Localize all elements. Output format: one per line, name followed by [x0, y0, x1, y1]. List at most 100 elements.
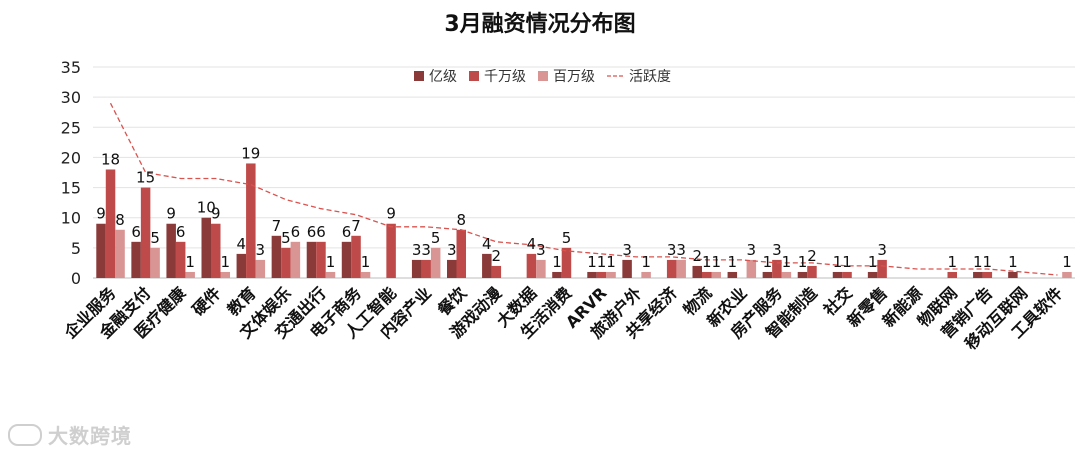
legend-label: 亿级 — [429, 69, 457, 85]
data-label: 9 — [386, 205, 396, 223]
data-label: 9 — [96, 205, 106, 223]
bar — [807, 265, 817, 278]
legend-swatch — [538, 71, 548, 81]
watermark: 大数跨境 — [8, 420, 132, 449]
bar — [411, 259, 422, 278]
bar — [561, 247, 572, 278]
data-label: 19 — [241, 144, 260, 162]
bar — [255, 259, 266, 278]
data-label: 6 — [316, 223, 326, 241]
data-label: 1 — [798, 253, 808, 271]
legend-label: 百万级 — [553, 69, 595, 85]
bar — [641, 271, 651, 278]
bar — [341, 241, 352, 278]
data-label: 1 — [973, 253, 983, 271]
bar — [351, 235, 361, 278]
bar — [290, 241, 301, 278]
data-label: 1 — [185, 253, 195, 271]
bar — [316, 241, 326, 278]
bar — [246, 163, 256, 278]
bar — [281, 247, 291, 278]
bar — [877, 259, 887, 278]
data-label: 6 — [176, 223, 186, 241]
data-label: 5 — [150, 229, 160, 247]
bar — [150, 247, 160, 278]
data-label: 3 — [747, 241, 757, 259]
data-label: 5 — [562, 229, 572, 247]
data-label: 1 — [833, 253, 843, 271]
bar — [666, 259, 677, 278]
data-label: 15 — [136, 169, 155, 187]
data-label: 10 — [197, 199, 216, 217]
data-label: 1 — [842, 253, 852, 271]
bar — [185, 271, 195, 278]
bar — [772, 259, 782, 278]
data-label: 1 — [606, 253, 616, 271]
legend-swatch — [469, 71, 479, 81]
data-label: 6 — [342, 223, 352, 241]
bar — [201, 217, 211, 278]
bar — [360, 271, 371, 278]
data-label: 9 — [166, 205, 176, 223]
data-label: 1 — [1062, 253, 1072, 271]
data-label: 1 — [983, 253, 993, 271]
data-label: 3 — [877, 241, 887, 259]
data-label: 1 — [728, 253, 738, 271]
watermark-text: 大数跨境 — [48, 424, 132, 448]
legend-label: 活跃度 — [629, 69, 671, 85]
data-label: 3 — [676, 241, 686, 259]
data-label: 1 — [587, 253, 597, 271]
bar — [105, 169, 116, 278]
bar — [447, 259, 457, 278]
legend: 亿级 千万级 百万级 活跃度 — [414, 69, 671, 85]
bar — [596, 271, 607, 278]
data-label: 1 — [782, 253, 792, 271]
y-tick-label: 30 — [61, 88, 81, 107]
data-label: 2 — [492, 247, 502, 265]
data-label: 3 — [412, 241, 422, 259]
bar — [526, 253, 537, 278]
bar — [166, 223, 176, 278]
data-label: 3 — [447, 241, 457, 259]
data-label: 8 — [115, 211, 125, 229]
bar — [947, 271, 957, 278]
bar — [842, 271, 852, 278]
bar — [606, 271, 616, 278]
bar — [1062, 271, 1072, 278]
bar — [746, 259, 757, 278]
data-label: 6 — [131, 223, 141, 241]
bar — [587, 271, 597, 278]
data-label: 2 — [807, 247, 817, 265]
bar — [325, 271, 336, 278]
bar — [973, 271, 983, 278]
y-tick-label: 35 — [61, 58, 81, 77]
data-label: 4 — [482, 235, 492, 253]
data-label: 3 — [772, 241, 782, 259]
data-label: 7 — [272, 217, 282, 235]
data-label: 7 — [351, 217, 361, 235]
bar — [220, 271, 230, 278]
bar — [236, 253, 247, 278]
data-label: 1 — [361, 253, 371, 271]
data-label: 1 — [1008, 253, 1018, 271]
bar — [622, 259, 632, 278]
data-label: 9 — [211, 205, 221, 223]
bar — [386, 223, 396, 278]
bar — [552, 271, 562, 278]
y-tick-label: 0 — [71, 269, 81, 288]
y-tick-label: 25 — [61, 118, 81, 137]
data-label: 3 — [421, 241, 431, 259]
bar — [781, 271, 792, 278]
data-label: 1 — [597, 253, 607, 271]
bar — [711, 271, 721, 278]
bar — [762, 271, 773, 278]
bar — [306, 241, 317, 278]
bar — [482, 253, 492, 278]
data-label: 2 — [692, 247, 702, 265]
data-label: 1 — [220, 253, 230, 271]
x-tick-label: 硬件 — [189, 283, 225, 319]
data-label: 3 — [256, 241, 266, 259]
bar — [430, 247, 441, 278]
y-tick-label: 15 — [61, 179, 81, 198]
